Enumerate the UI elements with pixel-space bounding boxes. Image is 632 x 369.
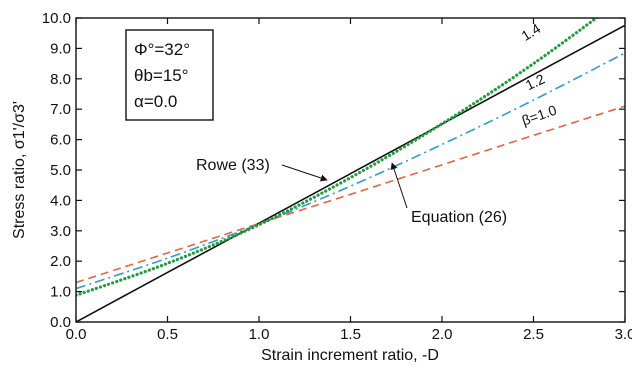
parameter-box-frame (125, 29, 214, 121)
x-tick-label: 2.0 (432, 326, 453, 343)
equation-arrow (390, 162, 408, 209)
y-tick-label: 10.0 (42, 10, 71, 27)
y-tick-label: 2.0 (50, 253, 71, 270)
series-line-0 (76, 24, 625, 322)
x-tick-label: 1.0 (249, 326, 270, 343)
rowe-annotation: Rowe (33) (196, 157, 328, 182)
y-tick-label: 1.0 (50, 284, 71, 301)
x-tick-label: 1.5 (340, 326, 361, 343)
series-line-2 (76, 52, 625, 290)
equation-label: Equation (26) (411, 209, 507, 226)
x-tick-label: 0.5 (157, 326, 178, 343)
parameter-box: Φ°=32° θb=15° α=0.0 (125, 29, 214, 121)
y-tick-label: 0.0 (50, 314, 71, 331)
y-tick-label: 5.0 (50, 162, 71, 179)
series-line-1 (76, 105, 625, 284)
series-layer (76, 18, 625, 322)
y-tick-label: 4.0 (50, 192, 71, 209)
x-axis-label: Strain increment ratio, -D (261, 347, 439, 364)
x-tick-label: 0.0 (66, 326, 87, 343)
y-tick-label: 7.0 (50, 101, 71, 118)
curve-label-3: 1.4 (518, 20, 543, 44)
y-tick-label: 3.0 (50, 223, 71, 240)
alpha-parameter: α=0.0 (134, 92, 177, 111)
y-tick-label: 6.0 (50, 132, 71, 149)
y-axis-label: Stress ratio, σ1'/σ3' (11, 101, 28, 239)
y-tick-label: 8.0 (50, 71, 71, 88)
curve-label-1: β=1.0 (520, 102, 559, 129)
series-line-3 (76, 18, 599, 297)
axis-ticks: 0.0 0.5 1.0 1.5 2.0 2.5 3.0 0.0 1.0 2.0 3.0 4.0 5.0 6… (42, 10, 632, 343)
rowe-label: Rowe (33) (196, 157, 270, 174)
theta-b-parameter: θb=15° (134, 66, 189, 85)
x-tick-label: 3.0 (615, 326, 632, 343)
y-tick-label: 9.0 (50, 40, 71, 57)
curve-label-2: 1.2 (523, 70, 548, 93)
phi-parameter: Φ°=32° (134, 40, 190, 59)
x-tick-label: 2.5 (523, 326, 544, 343)
equation-annotation: Equation (26) (390, 162, 507, 226)
rowe-arrow (281, 164, 328, 182)
